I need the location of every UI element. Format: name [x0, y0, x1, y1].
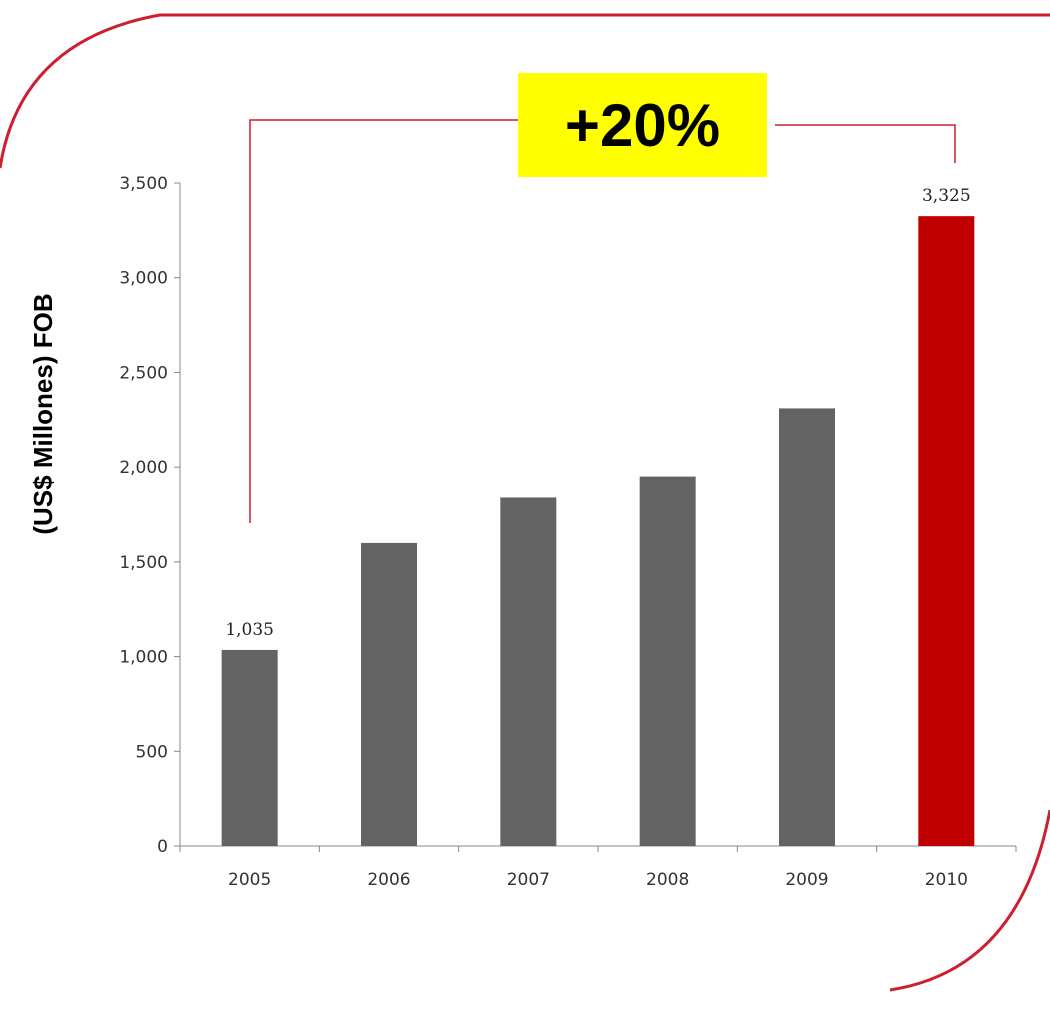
bar-2006 — [361, 542, 417, 846]
x-tick-label: 2006 — [367, 870, 410, 890]
y-tick-label: 3,500 — [119, 174, 168, 194]
x-tick-label: 2007 — [507, 870, 550, 890]
y-ticks: 0 500 1,000 1,500 2,000 2,500 3,000 3,500 — [119, 174, 180, 857]
x-tick-label: 2009 — [785, 870, 828, 890]
bar-2005 — [221, 649, 278, 846]
y-tick-label: 1,000 — [119, 648, 168, 668]
x-tick-label: 2010 — [925, 870, 968, 890]
bar-2009 — [779, 408, 835, 846]
y-tick-label: 500 — [136, 742, 168, 762]
x-tick-label: 2005 — [228, 870, 271, 890]
y-tick-label: 3,000 — [119, 269, 168, 289]
frame-bottom-right-curve — [889, 809, 1050, 992]
data-label-2005: 1,035 — [225, 620, 274, 640]
frame-top-left-curve — [0, 13, 1050, 169]
x-ticks: 2005 2006 2007 2008 2009 2010 — [179, 846, 1017, 890]
x-tick-label: 2008 — [646, 870, 689, 890]
growth-bracket-left — [249, 119, 518, 523]
y-axis-label: (US$ Millones) FOB — [28, 293, 58, 534]
y-tick-label: 2,000 — [119, 458, 168, 478]
bar-2008 — [639, 476, 696, 846]
data-label-2010: 3,325 — [922, 186, 971, 206]
data-labels: 1,035 3,325 — [225, 186, 970, 640]
growth-badge-background — [518, 73, 767, 177]
growth-badge: +20% — [564, 91, 721, 159]
bars — [221, 216, 975, 846]
bar-2010 — [918, 216, 975, 846]
y-tick-label: 1,500 — [119, 553, 168, 573]
bar-2007 — [500, 497, 557, 846]
y-tick-label: 2,500 — [119, 363, 168, 383]
growth-bracket-right — [775, 124, 956, 163]
y-tick-label: 0 — [157, 837, 168, 857]
